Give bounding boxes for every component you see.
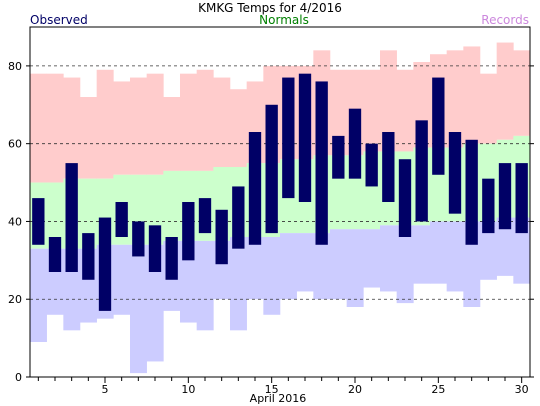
observed-bar (232, 186, 245, 249)
record-high-band (380, 50, 397, 152)
observed-bar (498, 163, 512, 230)
record-low-band (346, 229, 364, 307)
observed-bar (215, 209, 228, 265)
record-high-band (330, 69, 347, 156)
legend-normals: Normals (259, 13, 309, 27)
record-high-band (63, 77, 81, 179)
y-tick-label: 80 (8, 60, 22, 73)
record-high-band (480, 73, 497, 144)
plot-frame (29, 26, 531, 378)
record-low-band (146, 244, 164, 362)
record-low-band (246, 237, 264, 300)
record-high-band (496, 42, 514, 140)
x-tick-label: 30 (515, 383, 529, 396)
record-high-band (513, 50, 531, 136)
x-tick-label: 5 (102, 383, 109, 396)
observed-bar (365, 143, 378, 187)
record-low-band (363, 229, 381, 288)
observed-bar (98, 217, 112, 311)
record-high-band (163, 97, 181, 171)
observed-bar (65, 163, 78, 272)
record-low-band (313, 233, 331, 300)
record-low-band (430, 221, 447, 284)
record-low-band (130, 244, 147, 374)
x-tick-label: 20 (348, 383, 362, 396)
record-high-band (446, 50, 464, 148)
record-high-band (113, 81, 131, 175)
observed-bar (198, 198, 212, 234)
record-high-band (30, 73, 47, 183)
record-low-band (280, 233, 297, 300)
record-high-band (180, 73, 197, 171)
record-high-band (213, 77, 231, 167)
observed-bar (332, 135, 345, 179)
record-high-band (96, 69, 114, 179)
observed-bar (282, 77, 295, 199)
record-low-band (30, 248, 47, 342)
x-tick-label: 10 (181, 383, 195, 396)
legend-records: Records (481, 13, 529, 27)
record-high-band (46, 73, 64, 183)
record-low-band (513, 217, 531, 284)
plot-area: 0 20 40 60 80 5 10 15 20 25 30 (8, 26, 534, 396)
observed-bar (448, 132, 462, 214)
record-high-band (363, 69, 381, 152)
observed-bar (348, 108, 362, 179)
record-high-band (196, 69, 214, 171)
record-high-band (130, 77, 147, 175)
observed-bar (182, 202, 195, 261)
y-tick-label: 20 (8, 293, 22, 306)
normal-band (46, 182, 64, 249)
observed-bar (398, 159, 412, 237)
observed-bar (382, 132, 395, 202)
observed-bar (165, 237, 178, 280)
observed-bar (148, 225, 162, 272)
record-low-band (296, 233, 314, 292)
observed-bar (465, 139, 478, 245)
observed-bar (265, 104, 278, 234)
record-high-band (80, 97, 97, 179)
x-axis-label: April 2016 (250, 392, 307, 405)
record-low-band (263, 237, 281, 315)
observed-bar (298, 73, 312, 203)
observed-bar (315, 81, 328, 245)
observed-bar (432, 77, 445, 175)
record-low-band (380, 225, 397, 292)
observed-bar (482, 178, 495, 234)
record-low-band (230, 237, 247, 331)
record-low-band (446, 221, 464, 292)
record-high-band (396, 69, 414, 152)
record-low-band (413, 225, 431, 284)
record-low-band (396, 225, 414, 304)
observed-bar (515, 163, 528, 234)
record-low-band (496, 217, 514, 276)
record-high-band (230, 89, 247, 167)
record-high-band (463, 46, 481, 144)
record-low-band (113, 244, 131, 315)
observed-bar (415, 120, 428, 222)
record-low-band (330, 229, 347, 300)
y-tick-label: 60 (8, 138, 22, 151)
observed-bar (82, 233, 95, 280)
observed-bar (48, 237, 62, 272)
y-tick-label: 0 (15, 371, 22, 384)
legend-observed: Observed (30, 13, 88, 27)
observed-bar (32, 198, 45, 245)
record-low-band (180, 240, 197, 323)
x-tick-label: 25 (431, 383, 445, 396)
observed-bar (115, 202, 128, 237)
record-high-band (146, 73, 164, 175)
chart-title: KMKG Temps for 4/2016 (198, 1, 342, 15)
record-low-band (480, 221, 497, 280)
record-low-band (196, 240, 214, 331)
normal-band (80, 178, 97, 249)
normal-band (163, 170, 181, 241)
observed-bar (132, 221, 145, 257)
observed-bar (248, 132, 262, 245)
x-tick-label: 15 (265, 383, 279, 396)
y-tick-label: 40 (8, 215, 22, 228)
